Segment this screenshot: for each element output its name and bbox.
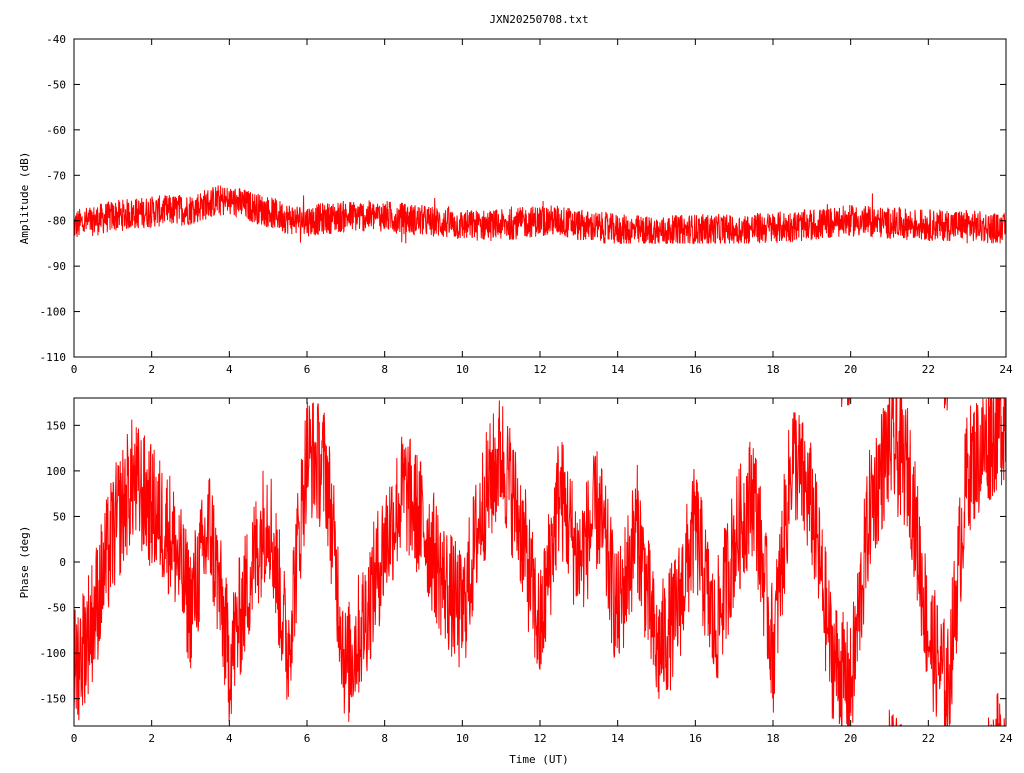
y-tick-label: -70 [46, 169, 66, 182]
amplitude-series-line [73, 185, 1007, 245]
x-tick-label: 0 [71, 732, 78, 745]
y-tick-label: -110 [40, 351, 67, 364]
x-tick-label: 22 [922, 363, 935, 376]
x-tick-label: 16 [689, 732, 702, 745]
x-tick-label: 10 [456, 732, 469, 745]
x-tick-label: 2 [148, 363, 155, 376]
x-tick-label: 8 [381, 363, 388, 376]
y-tick-label: -60 [46, 124, 66, 137]
x-tick-label: 18 [766, 732, 779, 745]
amplitude-axis-label: Amplitude (dB) [18, 152, 31, 245]
y-tick-label: -50 [46, 78, 66, 91]
y-tick-label: 0 [59, 556, 66, 569]
x-tick-label: 6 [304, 363, 311, 376]
x-tick-label: 12 [533, 732, 546, 745]
y-tick-label: 100 [46, 465, 66, 478]
y-tick-label: -40 [46, 33, 66, 46]
x-tick-label: 2 [148, 732, 155, 745]
x-tick-label: 20 [844, 732, 857, 745]
amplitude-panel: 0 2 4 6 8 10 12 14 16 18 20 22 24-40-50-60-70-80-90-… [40, 33, 1013, 376]
time-axis-label: Time (UT) [509, 753, 569, 766]
x-tick-label: 24 [999, 363, 1013, 376]
x-tick-label: 18 [766, 363, 779, 376]
y-tick-label: -50 [46, 602, 66, 615]
y-tick-label: 50 [53, 510, 66, 523]
x-tick-label: 22 [922, 732, 935, 745]
x-tick-label: 14 [611, 732, 625, 745]
x-tick-label: 14 [611, 363, 625, 376]
y-tick-label: -80 [46, 215, 66, 228]
y-tick-label: -150 [40, 693, 67, 706]
chart-title: JXN20250708.txt [489, 13, 588, 26]
phase-axis-label: Phase (deg) [18, 526, 31, 599]
phase-series-line [73, 397, 1007, 727]
x-tick-label: 16 [689, 363, 702, 376]
x-tick-label: 4 [226, 732, 233, 745]
x-tick-label: 10 [456, 363, 469, 376]
x-tick-label: 24 [999, 732, 1013, 745]
x-tick-label: 0 [71, 363, 78, 376]
y-tick-label: -100 [40, 306, 67, 319]
phase-panel: 0 2 4 6 8 10 12 14 16 18 20 22 24150100500-50-100-15… [40, 397, 1013, 745]
x-tick-label: 20 [844, 363, 857, 376]
x-tick-label: 4 [226, 363, 233, 376]
x-tick-label: 6 [304, 732, 311, 745]
y-tick-label: -90 [46, 260, 66, 273]
x-tick-label: 8 [381, 732, 388, 745]
y-tick-label: 150 [46, 419, 66, 432]
y-tick-label: -100 [40, 647, 67, 660]
x-tick-label: 12 [533, 363, 546, 376]
